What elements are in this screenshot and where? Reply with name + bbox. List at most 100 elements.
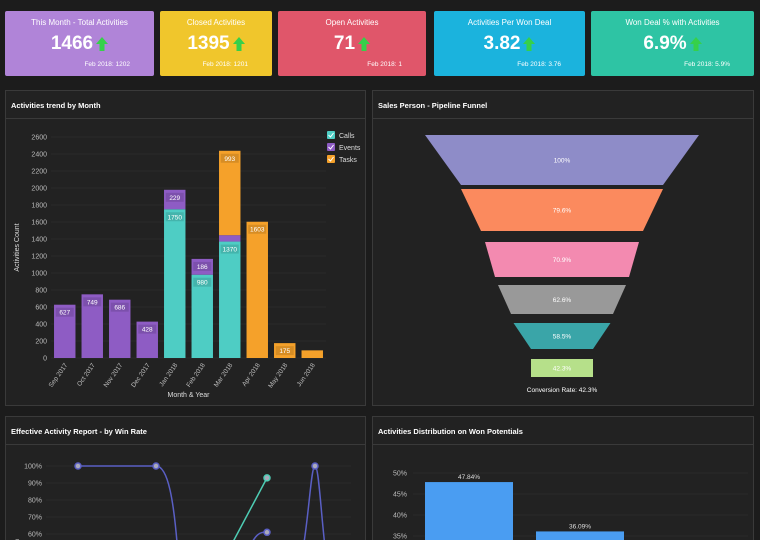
y-tick-label: 2600 <box>31 135 47 142</box>
kpi-title: Won Deal % with Activities <box>625 18 720 27</box>
series-line <box>303 465 325 540</box>
funnel-stage <box>513 323 611 349</box>
x-tick-label: Dec 2017 <box>130 362 152 389</box>
funnel-stage-label: 42.3% <box>553 366 572 373</box>
y-tick-label: 1600 <box>31 220 47 227</box>
bar-segment <box>136 321 158 358</box>
up-arrow-icon <box>358 37 371 51</box>
panel-title: Activities Distribution on Won Potential… <box>373 417 753 445</box>
data-label: 1750 <box>168 214 183 221</box>
bar-segment <box>191 258 213 275</box>
funnel-stage-label: 62.6% <box>553 297 572 304</box>
panel-title: Sales Person - Pipeline Funnel <box>373 91 753 119</box>
bar-segment <box>219 241 241 358</box>
up-arrow-icon <box>689 37 702 51</box>
data-point <box>74 462 82 470</box>
data-label: 175 <box>279 348 290 355</box>
checkmark-icon <box>328 144 334 150</box>
y-tick-label: 2200 <box>31 169 47 176</box>
series-line <box>78 465 178 540</box>
x-tick-label: Jun 2018 <box>296 362 317 388</box>
legend-swatch <box>327 143 335 151</box>
kpi-card[interactable]: Closed Activities 1395 Feb 2018: 1201 <box>160 11 272 76</box>
bar-segment <box>54 304 76 358</box>
distribution-panel: Activities Distribution on Won Potential… <box>372 416 754 540</box>
kpi-previous: Feb 2018: 1 <box>367 61 402 68</box>
activities-trend-panel: Activities trend by Month 0 200 400 600 800 1… <box>5 90 366 406</box>
data-label: 47.84% <box>458 474 480 481</box>
distribution-chart: 50% 45% 40% 35% 47.84% 36.09% <box>393 471 748 540</box>
data-label: 749 <box>87 299 98 306</box>
kpi-previous: Feb 2018: 5.9% <box>684 61 730 68</box>
x-tick-label: Jan 2018 <box>158 362 179 388</box>
funnel-stage-label: 79.6% <box>553 208 572 215</box>
data-label: 686 <box>114 305 125 312</box>
kpi-previous: Feb 2018: 1202 <box>84 61 130 68</box>
kpi-previous: Feb 2018: 1201 <box>202 61 248 68</box>
y-tick-label: 1400 <box>31 237 47 244</box>
legend-label: Events <box>339 145 361 152</box>
funnel-stage <box>425 135 699 185</box>
bar-segment <box>274 343 296 358</box>
kpi-value: 1466 <box>50 33 94 54</box>
bar-segment <box>81 294 103 358</box>
data-label: 993 <box>224 156 235 163</box>
data-point <box>263 474 271 482</box>
data-label-bg <box>193 261 212 271</box>
data-label: 980 <box>197 280 208 287</box>
x-tick-label: Apr 2018 <box>241 362 262 388</box>
kpi-card[interactable]: Activities Per Won Deal 3.82 Feb 2018: 3.7… <box>434 11 585 76</box>
x-tick-label: Sep 2017 <box>48 362 70 389</box>
data-point <box>152 462 160 470</box>
y-axis-label: % <box>14 539 21 540</box>
bar-segment <box>219 235 241 242</box>
x-tick-label: May 2018 <box>267 362 289 390</box>
y-tick-label: 40% <box>393 513 407 520</box>
kpi-card[interactable]: Open Activities 71 Feb 2018: 1 <box>278 11 426 76</box>
data-label-bg <box>110 302 129 312</box>
data-label: 229 <box>169 195 180 202</box>
win-rate-panel: Effective Activity Report - by Win Rate … <box>5 416 366 540</box>
y-tick-label: 200 <box>35 339 47 346</box>
y-tick-label: 1200 <box>31 254 47 261</box>
panel-title: Effective Activity Report - by Win Rate <box>6 417 365 445</box>
kpi-card[interactable]: Won Deal % with Activities 6.9% Feb 2018: … <box>591 11 754 76</box>
funnel-footer: Conversion Rate: 42.3% <box>527 387 598 394</box>
kpi-value: 71 <box>333 33 356 54</box>
y-tick-label: 400 <box>35 322 47 329</box>
data-label: 1370 <box>223 247 238 254</box>
data-label-bg <box>55 307 74 317</box>
y-tick-label: 90% <box>28 481 42 488</box>
up-arrow-icon <box>96 37 109 51</box>
x-tick-label: Feb 2018 <box>185 362 207 389</box>
funnel-stage-label: 70.9% <box>553 257 572 264</box>
kpi-card[interactable]: This Month - Total Activities 1466 Feb 201… <box>5 11 154 76</box>
kpi-previous: Feb 2018: 3.76 <box>517 61 561 68</box>
data-label-bg <box>138 324 157 334</box>
data-label-bg <box>165 192 184 202</box>
x-axis-label: Month & Year <box>167 392 210 399</box>
y-tick-label: 50% <box>393 471 407 478</box>
kpi-title: Open Activities <box>325 18 379 27</box>
data-label-bg <box>165 212 184 222</box>
panel-title: Activities trend by Month <box>6 91 365 119</box>
bar-segment <box>219 150 241 236</box>
y-tick-label: 1800 <box>31 203 47 210</box>
y-axis-label: Activities Count <box>14 223 21 271</box>
x-tick-label: Nov 2017 <box>103 362 125 389</box>
funnel-stage <box>485 242 639 277</box>
data-label-bg <box>248 224 267 234</box>
kpi-title: Activities Per Won Deal <box>467 18 552 27</box>
y-tick-label: 80% <box>28 498 42 505</box>
win-rate-chart: 100% 90% 80% 70% 60%% <box>14 462 351 540</box>
pipeline-funnel-chart: 100% 79.6% 70.9% 62.6% 58.5% 42.3% Conversion … <box>425 135 699 394</box>
funnel-stage <box>531 359 593 377</box>
data-label-bg <box>275 346 294 356</box>
legend-swatch <box>327 155 335 163</box>
funnel-stage-label: 100% <box>554 158 571 165</box>
funnel-stage-label: 58.5% <box>553 334 572 341</box>
legend-swatch <box>327 131 335 139</box>
data-point <box>311 462 319 470</box>
funnel-stage <box>498 285 626 314</box>
bar-segment <box>301 350 323 358</box>
